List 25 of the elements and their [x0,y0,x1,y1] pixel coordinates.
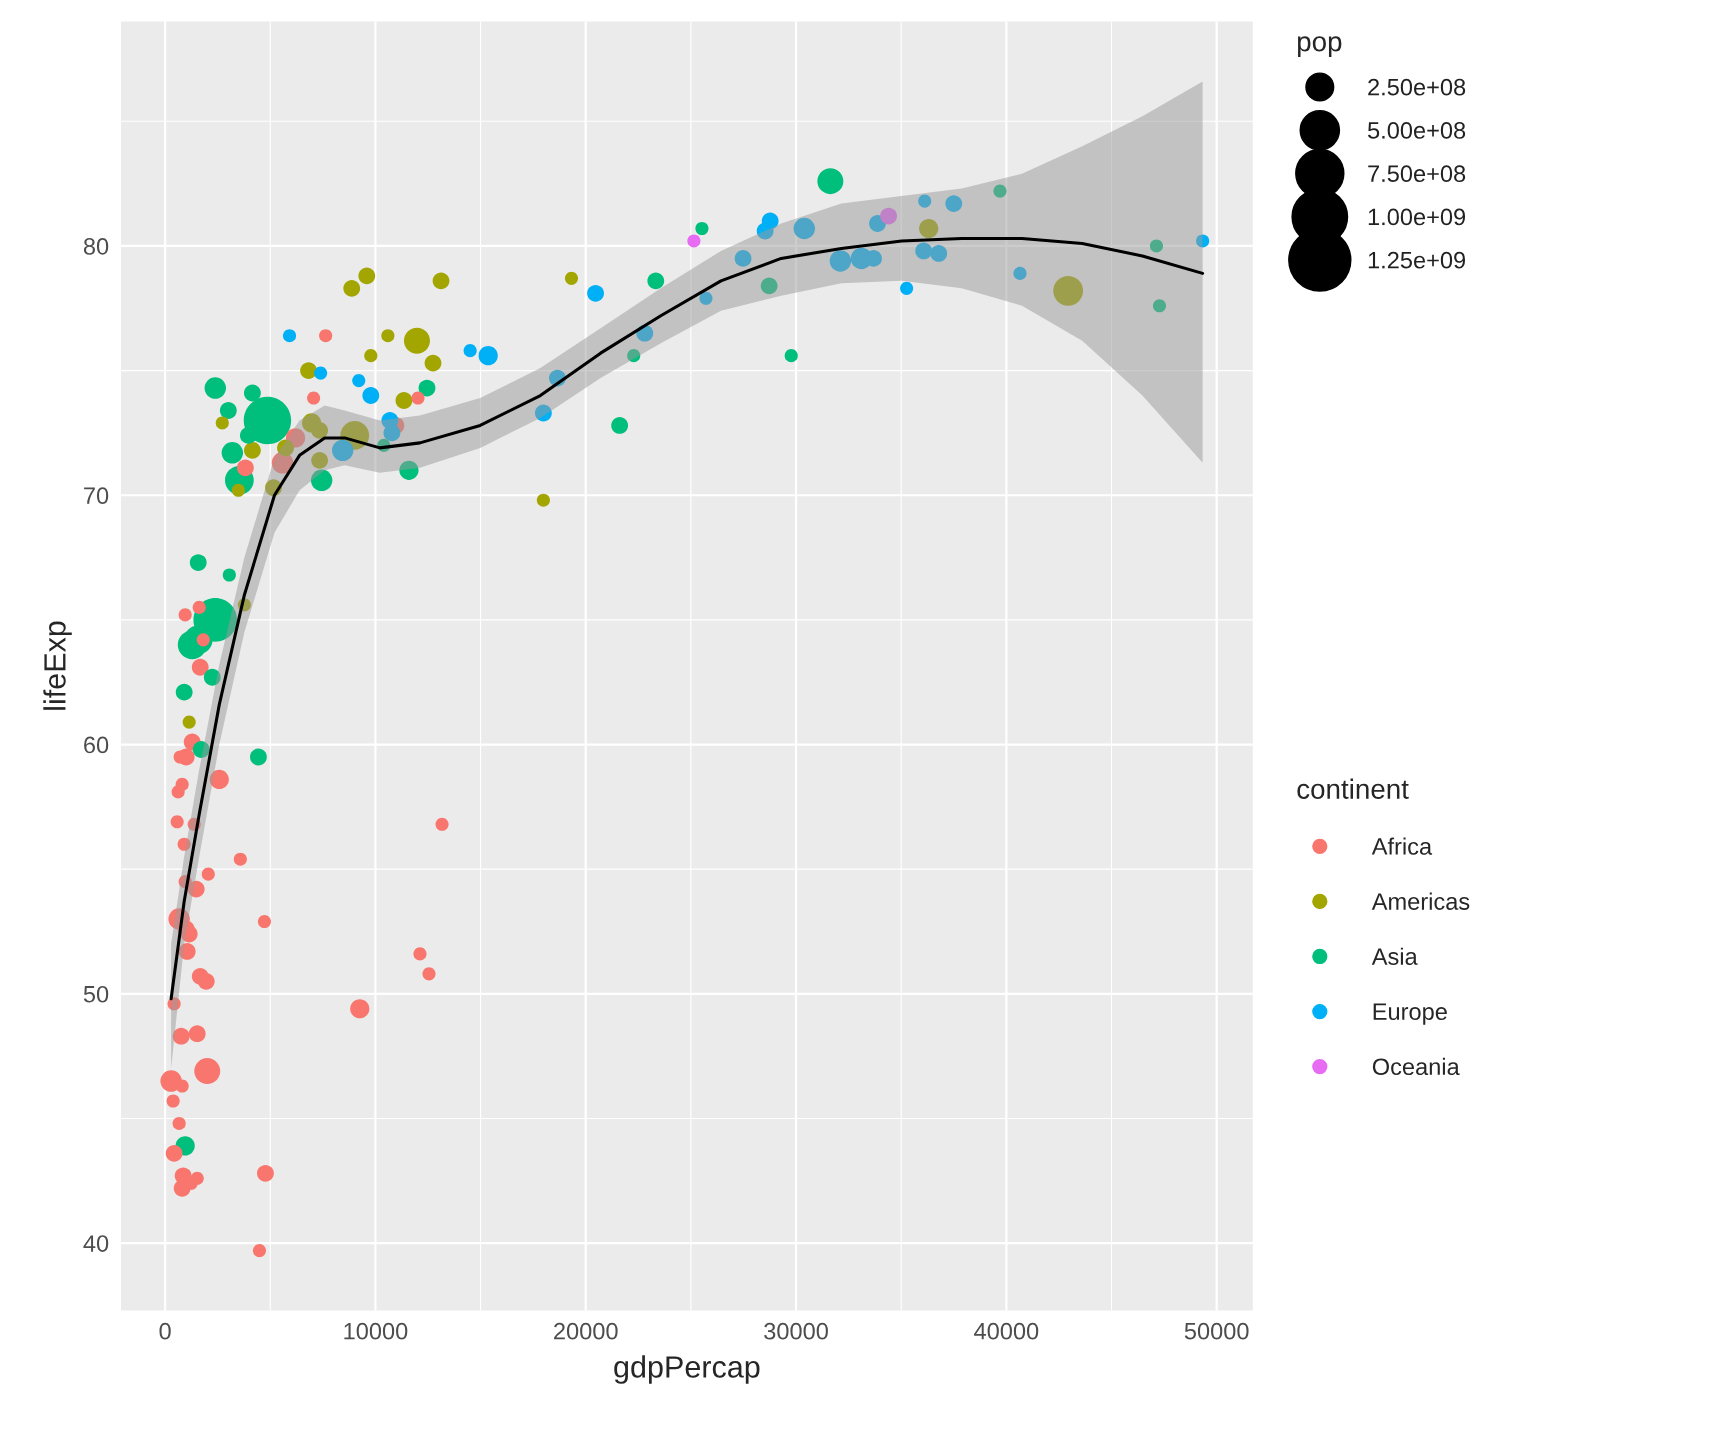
x-tick-label: 30000 [764,1322,828,1340]
legend-label: Europe [1373,1003,1447,1025]
x-tick-label: 20000 [554,1322,618,1340]
y-tick-label: 80 [83,238,109,255]
y-tick-label: 40 [83,1235,109,1252]
legend-label: 7.50e+08 [1368,165,1466,183]
y-tick-label: 60 [84,736,109,754]
legend-label: 1.00e+09 [1368,208,1466,226]
y-tick-label: 70 [84,487,109,505]
legend-label: 5.00e+08 [1367,122,1466,139]
legend-label: Asia [1371,947,1418,965]
y-tick-label: 50 [83,985,109,1003]
x-axis-title: gdpPercap [614,1355,760,1384]
legend-label: Africa [1371,837,1433,855]
x-tick-label: 40000 [974,1322,1039,1340]
x-tick-label: 50000 [1184,1322,1249,1340]
x-tick-label: 0 [159,1322,171,1340]
legend-label: Oceania [1372,1057,1460,1076]
legend-title: continent [1297,778,1409,799]
y-axis-title: lifeExp [43,621,72,710]
legend-label: 1.25e+09 [1368,251,1466,269]
text: pop [1297,36,1342,57]
legend-label: Americas [1371,892,1470,910]
x-tick-label: 10000 [344,1322,408,1340]
legend-label: 2.50e+08 [1368,78,1466,96]
